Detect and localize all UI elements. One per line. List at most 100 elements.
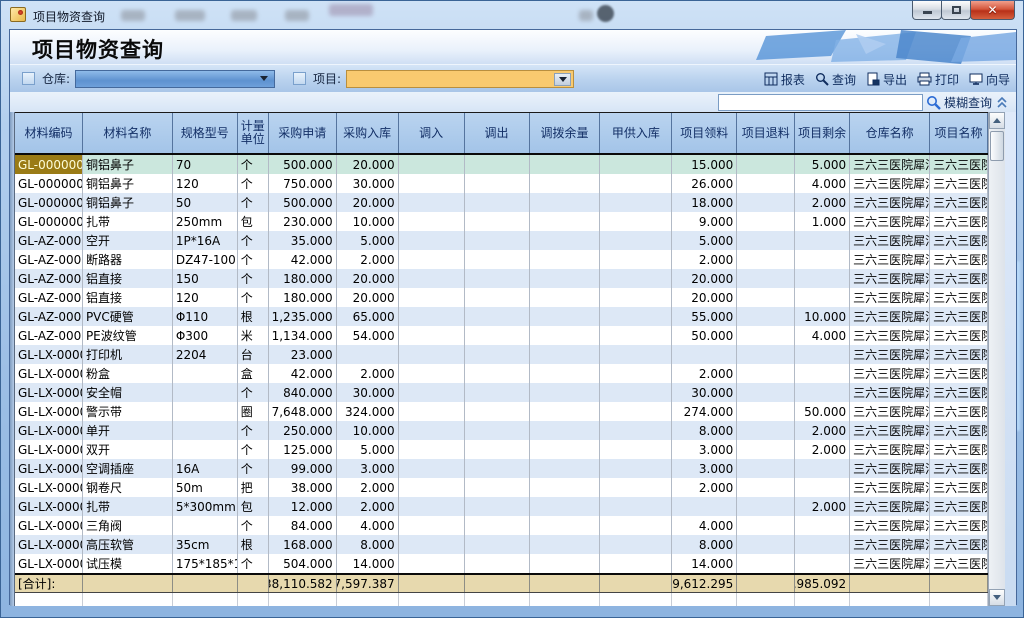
cell-material-name[interactable]: PE波纹管 — [83, 326, 173, 345]
cell-purchase-request[interactable]: 125.000 — [269, 440, 337, 459]
cell-transfer-balance[interactable] — [530, 421, 601, 440]
cell-transfer-in[interactable] — [399, 497, 465, 516]
table-row[interactable]: GL-AZ-00000 断路器 DZ47-100 个 42.000 2.000 … — [15, 250, 989, 269]
cell-transfer-balance[interactable] — [530, 364, 601, 383]
collapse-chevron-icon[interactable] — [996, 96, 1008, 108]
cell-spec[interactable]: 35cm — [173, 535, 238, 554]
cell-transfer-in[interactable] — [399, 554, 465, 573]
cell-project-remaining[interactable]: 2.000 — [795, 421, 851, 440]
cell-material-code[interactable]: GL-LX-00000 — [15, 554, 83, 573]
cell-project-return[interactable] — [737, 535, 796, 554]
cell-transfer-in[interactable] — [399, 174, 465, 193]
cell-transfer-out[interactable] — [465, 269, 530, 288]
cell-transfer-in[interactable] — [399, 193, 465, 212]
cell-warehouse-name[interactable]: 三六三医院犀浦 — [850, 307, 931, 326]
cell-unit[interactable]: 个 — [238, 269, 269, 288]
table-row[interactable]: GL-AZ-00000 铝直接 120 个 180.000 20.000 20.… — [15, 288, 989, 307]
cell-owner-supplied-inbound[interactable] — [600, 250, 673, 269]
cell-warehouse-name[interactable]: 三六三医院犀浦 — [850, 212, 931, 231]
cell-material-code[interactable]: GL-AZ-00000 — [15, 269, 83, 288]
cell-transfer-out[interactable] — [465, 478, 530, 497]
cell-material-code[interactable]: GL-LX-00000 — [15, 535, 83, 554]
cell-spec[interactable]: Φ110 — [173, 307, 238, 326]
cell-material-name[interactable]: 安全帽 — [83, 383, 173, 402]
cell-project-return[interactable] — [737, 459, 796, 478]
cell-transfer-in[interactable] — [399, 478, 465, 497]
cell-purchase-inbound[interactable]: 20.000 — [337, 155, 399, 174]
report-button[interactable]: 报表 — [764, 71, 805, 88]
cell-purchase-request[interactable]: 84.000 — [269, 516, 337, 535]
cell-unit[interactable]: 盒 — [238, 364, 269, 383]
cell-project-name[interactable]: 三六三医院犀浦 — [930, 383, 989, 402]
cell-material-code[interactable]: GL-LX-00000 — [15, 440, 83, 459]
cell-project-name[interactable]: 三六三医院犀浦 — [930, 345, 989, 364]
cell-transfer-in[interactable] — [399, 421, 465, 440]
cell-transfer-balance[interactable] — [530, 326, 601, 345]
cell-warehouse-name[interactable]: 三六三医院犀浦 — [850, 421, 931, 440]
cell-transfer-balance[interactable] — [530, 212, 601, 231]
col-header[interactable]: 材料编码 — [15, 113, 83, 153]
table-row[interactable]: GL-LX-00000 空调插座 16A 个 99.000 3.000 3.00… — [15, 459, 989, 478]
cell-purchase-inbound[interactable]: 10.000 — [337, 212, 399, 231]
print-button[interactable]: 打印 — [917, 71, 959, 88]
cell-transfer-out[interactable] — [465, 212, 530, 231]
cell-purchase-request[interactable]: 42.000 — [269, 364, 337, 383]
cell-material-code[interactable]: GL-00000024 — [15, 155, 83, 174]
cell-transfer-out[interactable] — [465, 307, 530, 326]
cell-purchase-request[interactable]: 250.000 — [269, 421, 337, 440]
cell-owner-supplied-inbound[interactable] — [600, 383, 673, 402]
cell-project-remaining[interactable] — [795, 345, 851, 364]
cell-material-code[interactable]: GL-LX-00000 — [15, 459, 83, 478]
cell-spec[interactable]: 16A — [173, 459, 238, 478]
cell-project-name[interactable]: 三六三医院犀浦 — [930, 288, 989, 307]
cell-project-issue[interactable]: 3.000 — [672, 440, 738, 459]
cell-spec[interactable] — [173, 516, 238, 535]
cell-project-remaining[interactable] — [795, 231, 851, 250]
cell-project-return[interactable] — [737, 307, 796, 326]
table-row[interactable]: GL-00000025 铜铝鼻子 120 个 750.000 30.000 26… — [15, 174, 989, 193]
cell-project-return[interactable] — [737, 554, 796, 573]
cell-project-name[interactable]: 三六三医院犀浦 — [930, 364, 989, 383]
cell-purchase-request[interactable]: 180.000 — [269, 269, 337, 288]
cell-transfer-out[interactable] — [465, 497, 530, 516]
cell-warehouse-name[interactable]: 三六三医院犀浦 — [850, 478, 931, 497]
table-row[interactable]: GL-LX-00000 三角阀 个 84.000 4.000 4.000 三六三… — [15, 516, 989, 535]
cell-warehouse-name[interactable]: 三六三医院犀浦 — [850, 497, 931, 516]
cell-purchase-request[interactable]: 168.000 — [269, 535, 337, 554]
table-row[interactable]: GL-LX-00000 钢卷尺 50m 把 38.000 2.000 2.000… — [15, 478, 989, 497]
cell-project-issue[interactable]: 8.000 — [672, 535, 738, 554]
cell-purchase-inbound[interactable]: 14.000 — [337, 554, 399, 573]
cell-purchase-request[interactable]: 23.000 — [269, 345, 337, 364]
cell-spec[interactable] — [173, 421, 238, 440]
cell-unit[interactable]: 米 — [238, 326, 269, 345]
cell-transfer-balance[interactable] — [530, 174, 601, 193]
cell-project-remaining[interactable]: 2.000 — [795, 193, 851, 212]
project-checkbox[interactable] — [293, 72, 307, 85]
cell-transfer-out[interactable] — [465, 345, 530, 364]
cell-unit[interactable]: 把 — [238, 478, 269, 497]
cell-owner-supplied-inbound[interactable] — [600, 307, 673, 326]
cell-owner-supplied-inbound[interactable] — [600, 421, 673, 440]
cell-owner-supplied-inbound[interactable] — [600, 440, 673, 459]
cell-spec[interactable]: 1P*16A — [173, 231, 238, 250]
table-row[interactable]: GL-LX-00000 试压模 175*185*150 个 504.000 14… — [15, 554, 989, 573]
cell-unit[interactable]: 圈 — [238, 402, 269, 421]
chevron-down-icon[interactable] — [554, 72, 572, 86]
cell-owner-supplied-inbound[interactable] — [600, 535, 673, 554]
cell-material-code[interactable]: GL-AZ-00000 — [15, 307, 83, 326]
cell-spec[interactable]: DZ47-100 — [173, 250, 238, 269]
cell-purchase-request[interactable]: 35.000 — [269, 231, 337, 250]
cell-transfer-in[interactable] — [399, 459, 465, 478]
cell-owner-supplied-inbound[interactable] — [600, 478, 673, 497]
table-row[interactable]: GL-00000026 铜铝鼻子 50 个 500.000 20.000 18.… — [15, 193, 989, 212]
cell-project-remaining[interactable] — [795, 364, 851, 383]
scrollbar-thumb[interactable] — [990, 131, 1004, 161]
cell-project-issue[interactable]: 4.000 — [672, 516, 738, 535]
cell-material-code[interactable]: GL-AZ-00000 — [15, 231, 83, 250]
cell-project-issue[interactable]: 55.000 — [672, 307, 738, 326]
cell-project-return[interactable] — [737, 345, 796, 364]
cell-transfer-balance[interactable] — [530, 440, 601, 459]
cell-material-code[interactable]: GL-AZ-00000 — [15, 326, 83, 345]
cell-purchase-inbound[interactable]: 3.000 — [337, 459, 399, 478]
cell-project-return[interactable] — [737, 174, 796, 193]
